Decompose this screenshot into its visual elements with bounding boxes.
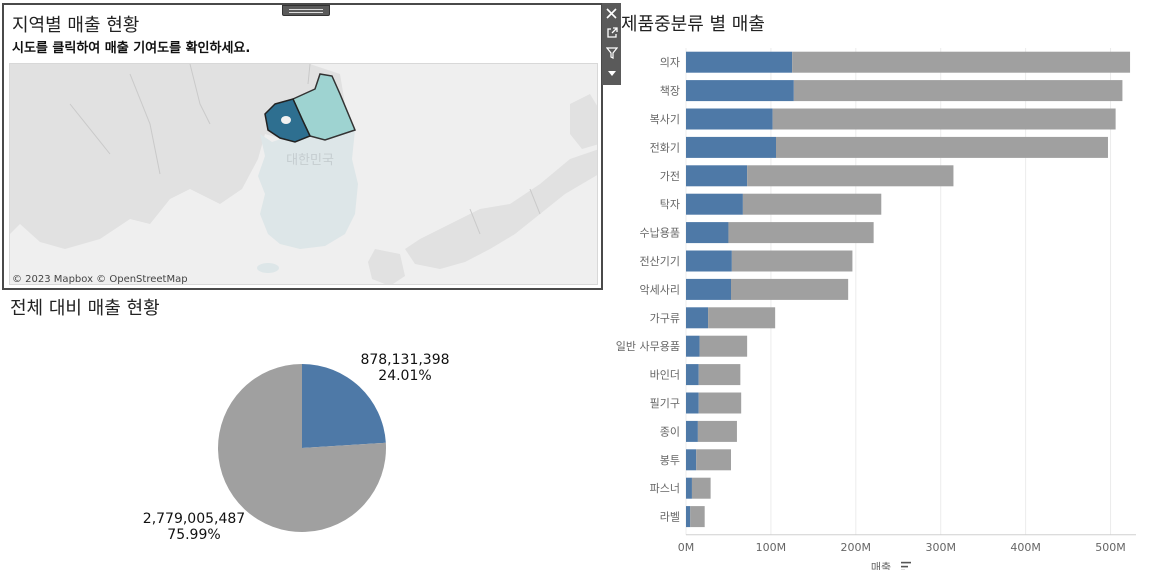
category-label: 라벨 (660, 511, 680, 524)
bar-segment-selected[interactable] (686, 80, 794, 102)
pie-value-label: 2,779,005,487 (143, 511, 245, 527)
land-japan-kyushu (368, 249, 405, 284)
bar-segment-selected[interactable] (686, 136, 776, 158)
bar-segment-total[interactable] (747, 165, 954, 187)
pie-slice[interactable] (218, 364, 386, 532)
bar-segment-selected[interactable] (686, 108, 773, 130)
bar-segment-selected[interactable] (686, 449, 697, 471)
bar-segment-total[interactable] (776, 136, 1108, 158)
pie-chart: 878,131,398 24.01% 2,779,005,487 75.99% (130, 340, 490, 564)
bar-segment-total[interactable] (696, 449, 731, 471)
bar-segment-selected[interactable] (686, 250, 732, 272)
category-label: 악세사리 (640, 283, 680, 296)
map-borders (69, 64, 541, 235)
pie-slice[interactable] (302, 364, 386, 448)
category-label: 가구류 (650, 312, 680, 325)
bar-segment-selected[interactable] (686, 392, 699, 414)
bar-segment-selected[interactable] (686, 506, 691, 528)
bar-segment-total[interactable] (742, 193, 882, 215)
category-label: 필기구 (650, 397, 680, 410)
category-label: 복사기 (650, 113, 680, 126)
filter-icon[interactable] (602, 43, 621, 63)
bar-segment-total[interactable] (697, 420, 737, 442)
bar-segment-total[interactable] (731, 278, 849, 300)
bar-segment-total[interactable] (793, 80, 1123, 102)
bar-segment-total[interactable] (690, 506, 705, 528)
bar-segment-total[interactable] (772, 108, 1116, 130)
country-label: 대한민국 (286, 153, 334, 168)
x-tick-label: 300M (925, 541, 956, 554)
category-label: 종이 (660, 425, 680, 438)
land-china-northkorea (10, 64, 345, 249)
category-label: 탁자 (660, 198, 680, 211)
region-south-korea[interactable] (258, 130, 358, 249)
bar-segment-total[interactable] (728, 222, 874, 244)
bar-segment-total[interactable] (792, 51, 1131, 73)
bar-segment-total[interactable] (698, 392, 742, 414)
pie-chart-title: 전체 대비 매출 현황 (10, 298, 160, 319)
map-attribution: © 2023 Mapbox © OpenStreetMap (12, 274, 188, 285)
bar-segment-total[interactable] (699, 335, 748, 357)
bar-chart-title: 제품중분류 별 매출 (621, 14, 765, 35)
land-japan-north (570, 94, 597, 149)
region-seoul[interactable] (281, 116, 291, 124)
map-canvas[interactable]: 대한민국 (9, 63, 598, 285)
map-panel[interactable]: 지역별 매출 현황 시도를 클릭하여 매출 기여도를 확인하세요. 대한민국 ©… (2, 3, 603, 290)
pie-percent-label: 24.01% (378, 368, 431, 384)
map-subtitle: 시도를 클릭하여 매출 기여도를 확인하세요. (12, 41, 251, 56)
category-label: 일반 사무용품 (616, 339, 680, 353)
sort-descending-icon[interactable] (901, 561, 911, 572)
region-jeju[interactable] (257, 263, 279, 273)
x-tick-label: 200M (841, 541, 872, 554)
category-label: 전화기 (650, 141, 680, 154)
worksheet-toolbar (602, 3, 621, 85)
bar-segment-selected[interactable] (686, 193, 743, 215)
x-tick-label: 400M (1010, 541, 1041, 554)
bar-segment-selected[interactable] (686, 165, 748, 187)
bar-segment-total[interactable] (698, 364, 741, 386)
x-tick-label: 100M (756, 541, 787, 554)
dropdown-icon[interactable] (602, 63, 621, 83)
x-axis-title: 매출 (871, 561, 891, 570)
bar-segment-total[interactable] (691, 477, 711, 499)
category-label: 수납용품 (640, 227, 680, 240)
x-tick-label: 500M (1095, 541, 1126, 554)
bar-segment-total[interactable] (731, 250, 853, 272)
bar-segment-selected[interactable] (686, 477, 692, 499)
land-japan (405, 149, 597, 269)
map-title: 지역별 매출 현황 (12, 15, 140, 36)
pie-value-label: 878,131,398 (360, 352, 449, 368)
bar-chart-svg: 0M 100M 200M 300M 400M 500M 의자책장복사기전화기가전탁자수납용품… (616, 48, 1136, 574)
pie-percent-label: 75.99% (167, 527, 220, 543)
external-link-icon[interactable] (602, 23, 621, 43)
category-label: 봉투 (660, 454, 680, 467)
close-icon[interactable] (602, 3, 621, 23)
category-label: 책장 (660, 85, 680, 98)
category-label: 전산기기 (640, 255, 680, 268)
category-label: 의자 (660, 56, 680, 69)
category-label: 파스너 (650, 482, 680, 495)
bar-segment-selected[interactable] (686, 420, 698, 442)
bar-segment-selected[interactable] (686, 307, 709, 329)
bar-segment-total[interactable] (708, 307, 776, 329)
drag-handle[interactable] (282, 5, 330, 16)
category-label: 바인더 (650, 369, 680, 382)
bar-segment-selected[interactable] (686, 278, 731, 300)
bar-segment-selected[interactable] (686, 335, 700, 357)
bar-segment-selected[interactable] (686, 364, 699, 386)
bar-segment-selected[interactable] (686, 222, 729, 244)
bar-segment-selected[interactable] (686, 51, 793, 73)
x-tick-label: 0M (678, 541, 695, 554)
category-label: 가전 (660, 170, 680, 183)
